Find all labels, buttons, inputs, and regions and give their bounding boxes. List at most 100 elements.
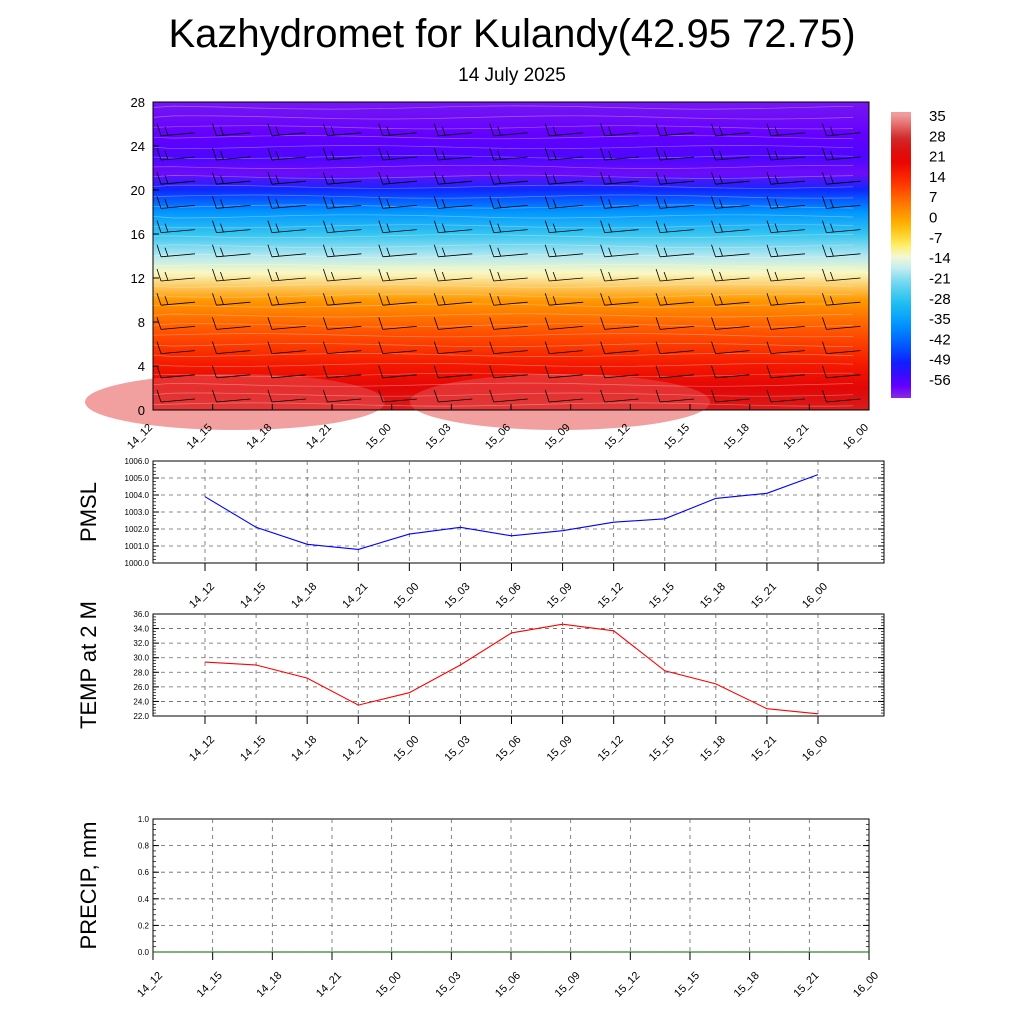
wind-barb-flag [433, 293, 439, 306]
wind-barb-shaft [160, 229, 196, 233]
wind-barb-shaft [438, 156, 473, 161]
wind-barb-flag [552, 175, 557, 184]
contour-line [152, 283, 854, 288]
wind-barb [544, 341, 584, 354]
wind-barb [156, 196, 196, 209]
wind-barb-flag [378, 365, 384, 378]
wind-barb-flag [489, 341, 495, 354]
plot-frame [152, 613, 885, 717]
wind-barb-flag [267, 123, 273, 136]
wind-barb [212, 268, 251, 282]
wind-barb-shaft [438, 205, 473, 209]
wind-barb-shaft [216, 398, 251, 403]
wind-barb [433, 268, 473, 282]
precip-panel: 0.0 0.2 0.4 0.6 0.8 1.0 14_12 14_15 14_18 14_21 15… [76, 815, 881, 1000]
wind-barb-shaft [770, 253, 806, 258]
wind-barb-flag [497, 271, 502, 281]
wind-barb [433, 317, 473, 330]
wind-barb-flag [600, 172, 605, 185]
wind-barb-flag [822, 317, 827, 330]
x-tick-label: 14_21 [340, 581, 370, 611]
wind-barb-flag [552, 247, 557, 257]
y-tick-label: 1003.0 [125, 508, 150, 517]
wind-barb [267, 196, 306, 209]
wind-barb-flag [330, 247, 335, 257]
wind-barb-flag [766, 293, 772, 306]
contour-line [152, 204, 854, 209]
y-tick-label: 0 [138, 403, 145, 418]
wind-barb-flag [544, 268, 550, 282]
wind-barb-shaft [826, 180, 861, 185]
wind-barb-flag [212, 268, 217, 282]
wind-barb-flag [156, 293, 162, 306]
y-tick-label: 24.0 [133, 697, 149, 706]
wind-barb-flag [441, 271, 446, 281]
wind-barb-shaft [327, 277, 362, 282]
wind-barb-flag [212, 244, 217, 257]
wind-barb-flag [766, 365, 772, 378]
wind-barb [489, 244, 528, 258]
wind-barb-shaft [216, 253, 251, 258]
wind-barb-flag [719, 175, 723, 184]
wind-barb-flag [212, 147, 217, 161]
wind-barb [378, 147, 417, 161]
wind-barb-flag [766, 341, 772, 354]
wind-barb-flag [711, 123, 716, 136]
wind-barb-flag [378, 172, 384, 185]
wind-barb-flag [220, 296, 224, 305]
wind-barb [267, 244, 306, 258]
wind-barb-shaft [493, 180, 528, 185]
wind-barb-shaft [160, 205, 196, 209]
wind-barb [433, 172, 473, 185]
wind-barb-flag [164, 150, 169, 160]
wind-barb-shaft [770, 326, 806, 330]
wind-barb-flag [378, 244, 384, 257]
wind-barb-flag [663, 296, 668, 305]
wind-barb-flag [489, 244, 495, 257]
wind-barb-shaft [382, 398, 417, 403]
temp2m-panel: 22.0 24.0 26.0 28.0 30.0 32.0 34.0 36.0 14_12 14_… [76, 601, 885, 764]
x-tick-label: 16_00 [851, 970, 881, 1000]
wind-barb-shaft [327, 205, 362, 209]
wind-barb [489, 172, 528, 185]
colorbar-label: -42 [929, 331, 951, 348]
wind-barb-flag [544, 244, 550, 257]
wind-barb [378, 317, 417, 330]
wind-barb [212, 172, 251, 185]
wind-barb-flag [212, 293, 217, 306]
wind-barb-flag [822, 220, 827, 233]
wind-barb-shaft [493, 132, 528, 137]
wind-barb [322, 293, 362, 306]
wind-barb-flag [433, 147, 439, 161]
y-tick-label: 0.4 [138, 895, 150, 904]
x-tick-label: 15_00 [391, 734, 421, 764]
wind-barb [489, 293, 528, 306]
wind-barb [655, 268, 695, 282]
x-tick-label: 15_21 [749, 581, 779, 611]
wind-barb [212, 389, 251, 403]
wind-barb-shaft [826, 350, 861, 354]
wind-barb-flag [489, 220, 495, 233]
wind-barb-shaft [660, 350, 695, 354]
wind-barb-shaft [826, 156, 861, 161]
wind-barb [489, 123, 528, 137]
contour-line [152, 135, 854, 140]
wind-barb [766, 268, 806, 282]
contour-line [152, 263, 854, 268]
wind-barb-shaft [216, 229, 251, 233]
wind-barb-flag [433, 389, 439, 403]
wind-barb-flag [766, 172, 772, 185]
x-tick-label: 14_15 [195, 970, 225, 1000]
wind-barb-shaft [549, 277, 584, 282]
wind-barb-shaft [604, 132, 639, 137]
wind-barb [489, 317, 528, 330]
wind-barb-flag [663, 150, 668, 160]
x-tick-label: 15_21 [749, 734, 779, 764]
wind-barb [378, 268, 417, 282]
wind-barb-flag [378, 123, 384, 136]
wind-barb-shaft [493, 374, 528, 379]
x-tick-label: 14_21 [314, 970, 344, 1000]
contour-line [152, 293, 854, 298]
wind-barb [711, 244, 750, 258]
colorbar-scale [891, 112, 911, 398]
